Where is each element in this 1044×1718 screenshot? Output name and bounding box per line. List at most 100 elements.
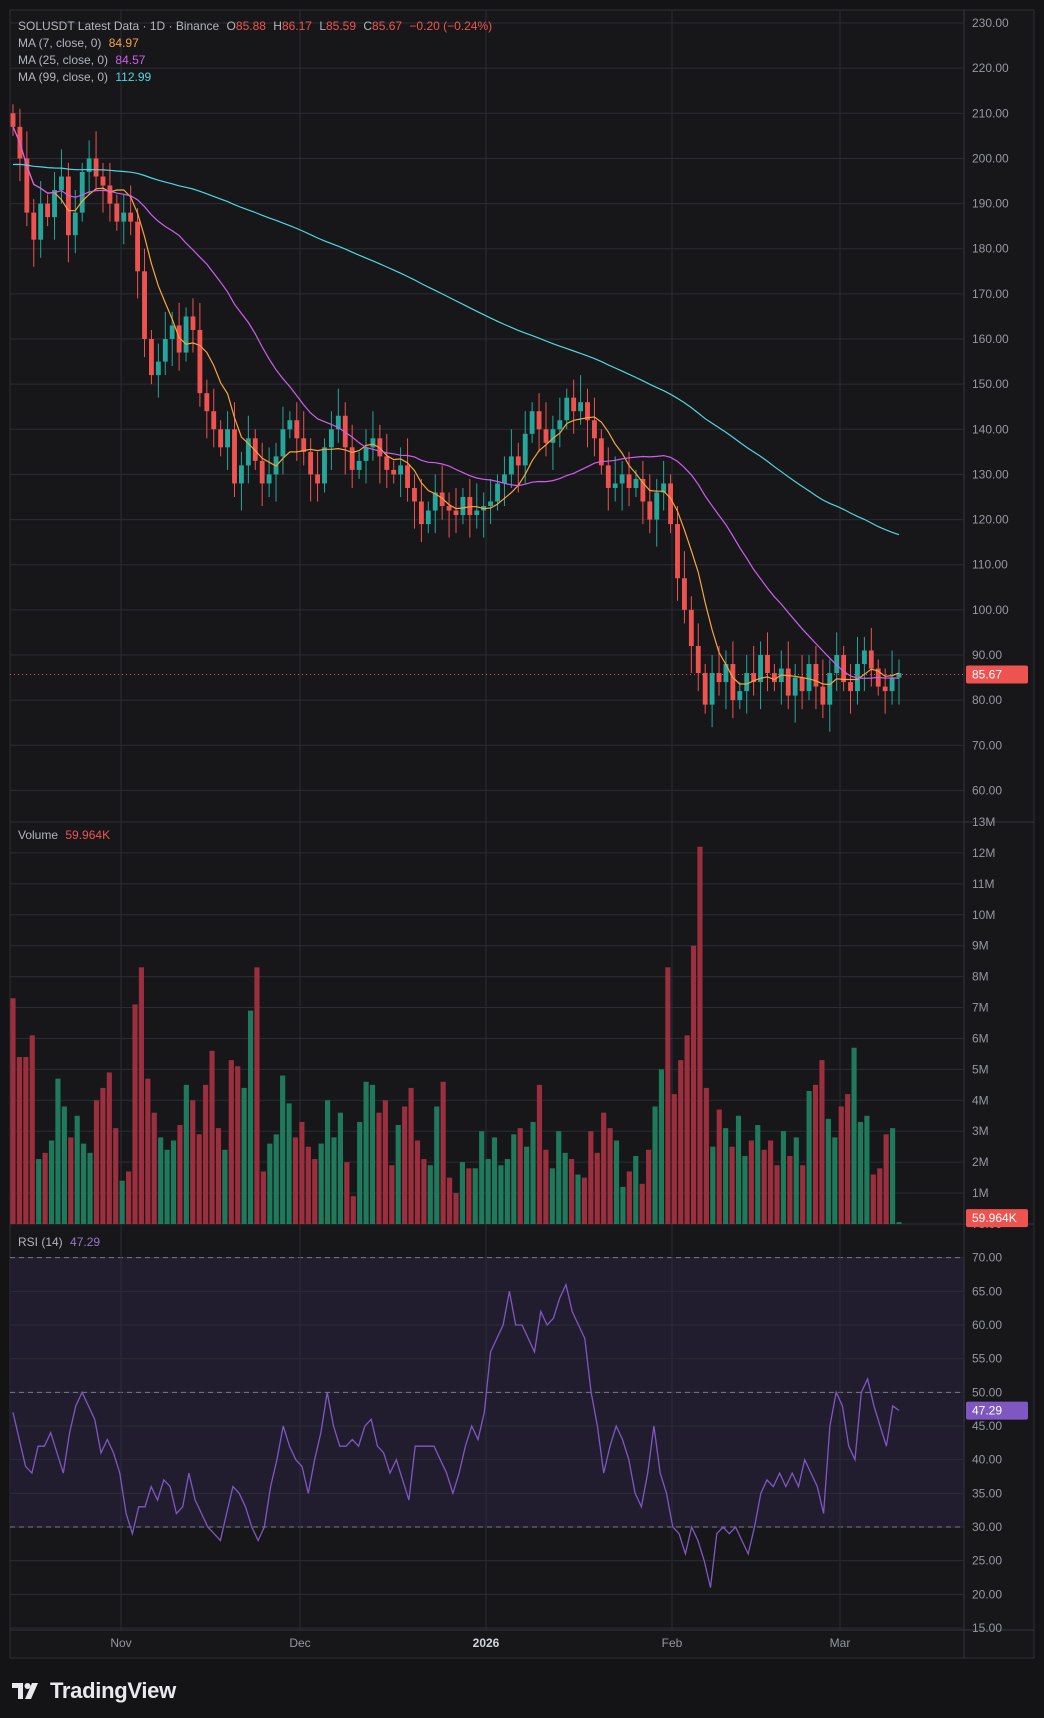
time-tick-label: 2026 (473, 1636, 500, 1650)
volume-bar (536, 1084, 543, 1224)
close-label: C (363, 19, 373, 33)
volume-bar (254, 967, 260, 1224)
candle-body (619, 474, 625, 484)
volume-bar (735, 1115, 742, 1224)
low-label: L (319, 19, 326, 33)
volume-bar (755, 1125, 761, 1224)
volume-bar (235, 1066, 241, 1224)
volume-bar (581, 1177, 587, 1224)
volume-tick-label: 9M (972, 939, 989, 953)
candle-body (564, 397, 570, 421)
price-tick-label: 120.00 (972, 513, 1009, 527)
candle-body (155, 361, 161, 376)
volume-bar (286, 1103, 292, 1224)
volume-bar (158, 1137, 164, 1224)
candle-body (204, 393, 210, 412)
candle-body (31, 212, 37, 240)
volume-bar (260, 1171, 266, 1224)
volume-bar (363, 1081, 369, 1224)
candle-body (432, 492, 438, 511)
volume-tag-box (966, 1209, 1028, 1228)
candle-body (536, 411, 542, 430)
volume-tick-label: 10M (972, 908, 995, 922)
volume-bar (177, 1125, 183, 1224)
volume-bar (543, 1149, 549, 1224)
candle-body (799, 677, 805, 692)
volume-bar (568, 1159, 575, 1224)
volume-bar (710, 1146, 716, 1224)
volume-bar (183, 1084, 189, 1224)
price-candles (10, 104, 902, 732)
moving-average-lines (12, 126, 900, 686)
volume-bar (447, 1177, 453, 1224)
ma99-line (12, 163, 900, 536)
price-tick-label: 170.00 (972, 287, 1009, 301)
rsi-series-line (12, 1282, 900, 1588)
volume-bar (190, 1100, 196, 1224)
candle-body (135, 221, 141, 272)
candle-body (495, 483, 500, 502)
volume-bar (498, 1165, 504, 1224)
candle-body (882, 686, 888, 692)
candle-body (24, 158, 30, 213)
volume-bar (145, 1078, 151, 1224)
candle-body (169, 325, 175, 340)
ma99-label: MA (99, close, 0) (18, 70, 109, 84)
candle-body (695, 645, 701, 674)
volume-bar (100, 1087, 106, 1224)
candle-body (218, 429, 224, 448)
volume-bar (556, 1131, 562, 1224)
price-tag-box (966, 665, 1028, 684)
volume-bar (196, 1134, 202, 1224)
price-tick-label: 190.00 (972, 197, 1009, 211)
volume-bar (369, 1084, 376, 1224)
volume-bar (382, 1100, 388, 1224)
price-tick-label: 210.00 (972, 106, 1009, 120)
volume-bar (549, 1168, 555, 1224)
volume-value: 59.964K (65, 828, 111, 842)
candle-body (668, 483, 674, 525)
candle-body (612, 483, 618, 488)
ma99-value: 112.99 (115, 70, 152, 84)
volume-bar (524, 1146, 530, 1224)
volume-bar (626, 1171, 632, 1224)
volume-bar (55, 1078, 61, 1224)
candle-body (384, 456, 390, 470)
candle-body (245, 438, 251, 466)
volume-tick-label: 7M (972, 1001, 989, 1015)
candle-body (813, 664, 819, 687)
volume-bar (639, 1183, 645, 1224)
high-label: H (273, 19, 282, 33)
volume-bar (337, 1112, 344, 1224)
candle-body (10, 113, 16, 127)
volume-bar (376, 1112, 382, 1224)
price-tick-label: 100.00 (972, 603, 1009, 617)
candle-body (571, 397, 577, 412)
candle-body (446, 506, 452, 511)
candle-body (474, 510, 480, 516)
ma7-value: 84.97 (108, 36, 139, 50)
candle-body (52, 190, 57, 218)
candle-body (308, 451, 314, 475)
ma25-line (12, 126, 900, 679)
candle-body (841, 654, 847, 683)
price-tick-label: 60.00 (972, 783, 1002, 797)
high-value: 86.17 (281, 19, 312, 33)
price-tick-label: 140.00 (972, 422, 1009, 436)
candle-body (654, 492, 660, 520)
volume-bar (164, 1149, 170, 1224)
volume-bar (896, 1222, 902, 1224)
candle-body (751, 673, 757, 683)
candle-body (294, 420, 300, 439)
volume-bar (838, 1106, 844, 1224)
candle-body (896, 673, 902, 678)
volume-bar (459, 1162, 465, 1224)
volume-bar (414, 1140, 421, 1224)
candle-body (578, 402, 584, 412)
tradingview-logo[interactable]: TradingView (12, 1678, 176, 1704)
volume-bar (678, 1060, 684, 1224)
volume-bar (453, 1193, 459, 1224)
candle-body (65, 176, 71, 236)
candle-body (370, 438, 376, 448)
